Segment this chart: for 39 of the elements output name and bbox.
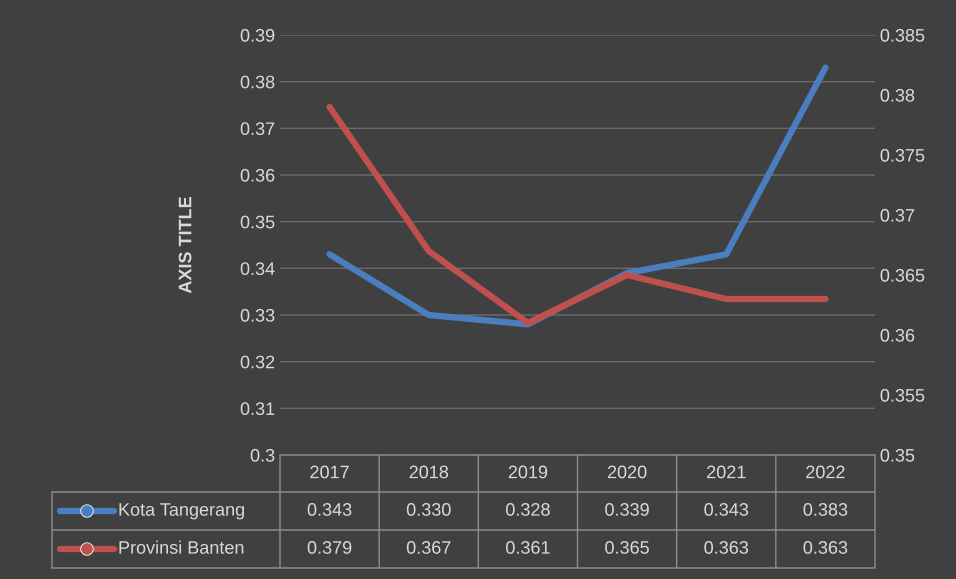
y2-tick-label: 0.38 (880, 88, 914, 102)
data-label: 0.361 (506, 541, 550, 554)
data-label: 0.383 (804, 503, 848, 516)
x-tick-label: 2019 (508, 466, 548, 478)
data-label: 0.339 (605, 503, 649, 516)
y-tick-label: 0.3 (250, 448, 274, 462)
y2-tick-label: 0.365 (880, 268, 924, 282)
legend-label: Kota Tangerang (119, 503, 244, 520)
x-tick-label: 2018 (410, 466, 448, 478)
y-tick-label: 0.31 (240, 402, 274, 416)
y2-tick-label: 0.385 (880, 28, 924, 42)
data-label: 0.365 (605, 541, 649, 554)
y2-tick-label: 0.375 (880, 148, 924, 162)
data-label: 0.379 (308, 541, 352, 554)
data-label: 0.363 (804, 541, 848, 554)
y-tick-label: 0.32 (240, 356, 274, 368)
y-tick-label: 0.37 (240, 122, 274, 136)
x-tick-label: 2022 (806, 466, 845, 478)
y-tick-label: 0.35 (240, 216, 274, 228)
y-tick-label: 0.38 (240, 76, 274, 88)
y-axis-title: AXIS TITLE (178, 197, 192, 294)
data-label: 0.343 (308, 503, 352, 516)
legend-label: Provinsi Banten (119, 540, 244, 554)
y2-tick-label: 0.37 (880, 208, 914, 222)
y2-tick-label: 0.355 (880, 388, 924, 402)
y-tick-label: 0.34 (240, 262, 275, 276)
data-label: 0.330 (406, 503, 451, 516)
x-tick-label: 2020 (608, 466, 646, 478)
y-tick-label: 0.33 (240, 308, 274, 322)
data-label: 0.367 (406, 541, 450, 554)
y-tick-label: 0.36 (240, 168, 274, 182)
x-tick-label: 2017 (310, 466, 349, 478)
data-label: 0.343 (704, 503, 748, 516)
data-label: 0.363 (704, 541, 748, 554)
data-label: 0.328 (506, 503, 550, 516)
y2-tick-label: 0.35 (880, 448, 914, 462)
y-tick-label: 0.39 (240, 28, 274, 42)
x-tick-label: 2021 (707, 466, 746, 478)
y2-tick-label: 0.36 (880, 328, 914, 342)
